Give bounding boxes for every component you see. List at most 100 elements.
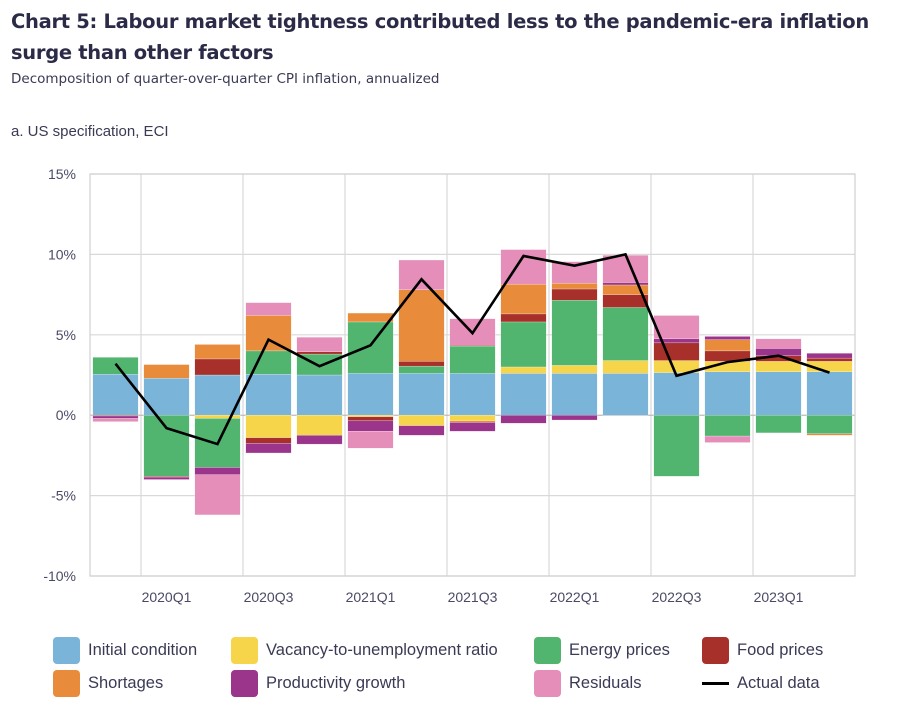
legend-item-initial-condition: Initial condition <box>53 636 197 664</box>
bar-segment-food <box>245 437 292 444</box>
x-tick-label: 2021Q3 <box>448 589 498 605</box>
bar-segment-productivity <box>143 476 190 480</box>
bar-segment-energy <box>449 345 496 374</box>
legend-label: Residuals <box>569 673 642 692</box>
bar-segment-initial-condition <box>755 371 802 416</box>
bar-segment-initial-condition <box>806 371 853 416</box>
legend-swatch <box>53 636 80 664</box>
legend-label: Vacancy-to-unemployment ratio <box>266 640 498 659</box>
bar-segment-initial-condition <box>347 373 394 416</box>
x-tick-label: 2020Q3 <box>244 589 294 605</box>
bar-segment-residuals <box>194 474 241 516</box>
bar-segment-shortages <box>245 315 292 352</box>
bar-segment-shortages <box>398 289 445 362</box>
bar-segment-vacancy-ratio <box>296 415 343 436</box>
bar-segment-energy <box>806 415 853 434</box>
legend-swatch <box>231 669 258 697</box>
bar-segment-residuals <box>92 418 139 422</box>
bar-segment-productivity <box>398 425 445 436</box>
bar-segment-initial-condition <box>551 373 598 416</box>
y-tick-label: -5% <box>51 488 76 504</box>
bar-segment-energy <box>551 300 598 366</box>
legend-item-productivity: Productivity growth <box>231 669 405 697</box>
bar-segment-initial-condition <box>653 372 700 416</box>
bar-segment-vacancy-ratio <box>245 415 292 438</box>
bar-segment-shortages <box>449 420 496 423</box>
legend-swatch <box>534 636 561 664</box>
bar-segment-residuals <box>398 259 445 290</box>
bar-segment-vacancy-ratio <box>449 415 496 422</box>
x-axis-ticks: 2020Q1 2020Q3 2021Q1 2021Q3 2022Q1 2022Q3 2023… <box>142 589 804 605</box>
bar-segment-initial-condition <box>245 373 292 416</box>
legend-label: Productivity growth <box>266 673 406 692</box>
legend-item-residuals: Residuals <box>534 669 641 697</box>
bar-segment-food <box>602 294 649 308</box>
bar-segment-vacancy-ratio <box>500 366 547 374</box>
x-tick-label: 2022Q1 <box>550 589 600 605</box>
bar-segment-food <box>347 416 394 422</box>
panel-label: a. US specification, ECI <box>11 123 169 140</box>
bar-segment-residuals <box>653 315 700 340</box>
bar-segment-residuals <box>755 338 802 349</box>
bar-segment-residuals <box>602 255 649 283</box>
x-tick-label: 2023Q1 <box>754 589 804 605</box>
bar-segment-energy <box>704 415 751 437</box>
x-tick-label: 2022Q3 <box>652 589 702 605</box>
bar-segment-food <box>653 342 700 361</box>
bar-segment-productivity <box>296 435 343 445</box>
bar-segment-productivity <box>92 415 139 419</box>
legend-label: Shortages <box>88 673 164 692</box>
bar-segment-productivity <box>551 415 598 421</box>
bar-segment-initial-condition <box>500 373 547 416</box>
y-tick-label: -10% <box>43 568 76 584</box>
bar-segment-vacancy-ratio <box>398 415 445 426</box>
bar-segment-shortages <box>551 283 598 290</box>
bar-segment-vacancy-ratio <box>551 365 598 374</box>
bar-segment-productivity <box>806 353 853 359</box>
legend-item-food: Food prices <box>702 636 823 664</box>
bar-segment-productivity <box>500 415 547 424</box>
bar-segment-energy <box>602 307 649 361</box>
bar-segment-vacancy-ratio <box>194 415 241 419</box>
bar-segment-shortages <box>704 339 751 352</box>
legend-swatch <box>702 636 729 664</box>
y-tick-label: 0% <box>56 407 76 423</box>
y-tick-label: 5% <box>56 327 76 343</box>
chart-plot: 15% 10% 5% 0% -5% -10% 2020Q1 2020Q3 2021Q1 2021… <box>43 166 856 605</box>
legend: Initial condition Vacancy-to-unemployment… <box>0 636 903 706</box>
bar-segment-productivity <box>347 420 394 432</box>
bar-segment-shortages <box>347 312 394 323</box>
bar-segment-residuals <box>704 435 751 443</box>
legend-swatch <box>231 636 258 664</box>
legend-line-swatch <box>702 681 729 685</box>
bar-segment-food <box>806 357 853 362</box>
bar-segment-energy <box>653 415 700 477</box>
chart-subtitle: Decomposition of quarter-over-quarter CP… <box>11 71 440 87</box>
bar-segment-shortages <box>806 433 853 436</box>
actual-data-line-group <box>114 252 830 446</box>
bar-segment-initial-condition <box>398 373 445 416</box>
y-tick-label: 10% <box>48 246 76 262</box>
bar-segment-residuals <box>245 302 292 316</box>
bar-segment-food <box>398 361 445 367</box>
bar-segment-vacancy-ratio <box>347 415 394 418</box>
bar-segment-initial-condition <box>704 371 751 416</box>
plot-frame <box>89 173 856 577</box>
bar-segment-shortages <box>143 364 190 379</box>
bar-segment-productivity <box>449 422 496 432</box>
plot-border <box>89 173 856 577</box>
legend-label: Actual data <box>737 673 820 692</box>
legend-label: Food prices <box>737 640 824 659</box>
bar-segment-residuals <box>296 337 343 352</box>
bar-segment-energy <box>500 321 547 368</box>
bar-segment-food <box>551 288 598 301</box>
bar-segment-residuals <box>551 261 598 284</box>
bar-segment-shortages <box>500 283 547 315</box>
legend-item-actual: Actual data <box>702 669 820 697</box>
x-tick-label: 2020Q1 <box>142 589 192 605</box>
bar-segment-food <box>296 351 343 355</box>
bar-segment-productivity <box>194 467 241 475</box>
bar-segment-energy <box>755 415 802 434</box>
bar-segment-initial-condition <box>296 374 343 416</box>
bar-segment-vacancy-ratio <box>602 360 649 374</box>
